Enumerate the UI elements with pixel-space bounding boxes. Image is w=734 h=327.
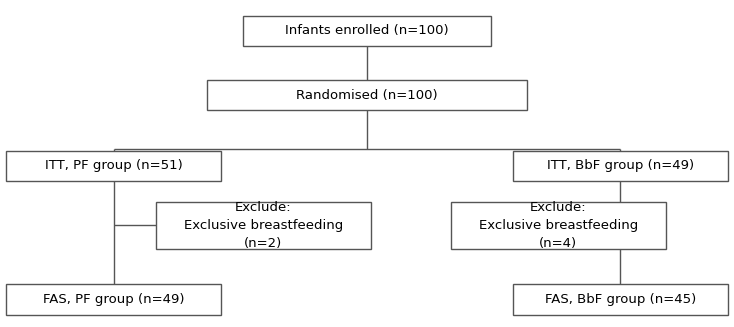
Text: Infants enrolled (n=100): Infants enrolled (n=100) [286, 25, 448, 37]
Text: ITT, BbF group (n=49): ITT, BbF group (n=49) [547, 159, 694, 172]
FancyBboxPatch shape [512, 151, 727, 181]
Text: Exclude:
Exclusive breastfeeding
(n=4): Exclude: Exclusive breastfeeding (n=4) [479, 201, 638, 250]
FancyBboxPatch shape [156, 202, 371, 249]
Text: ITT, PF group (n=51): ITT, PF group (n=51) [45, 159, 183, 172]
Text: FAS, BbF group (n=45): FAS, BbF group (n=45) [545, 293, 696, 306]
FancyBboxPatch shape [243, 16, 491, 46]
Text: Randomised (n=100): Randomised (n=100) [297, 89, 437, 102]
FancyBboxPatch shape [512, 284, 727, 315]
Text: Exclude:
Exclusive breastfeeding
(n=2): Exclude: Exclusive breastfeeding (n=2) [184, 201, 343, 250]
FancyBboxPatch shape [7, 284, 222, 315]
FancyBboxPatch shape [7, 151, 222, 181]
FancyBboxPatch shape [451, 202, 666, 249]
FancyBboxPatch shape [207, 80, 527, 111]
Text: FAS, PF group (n=49): FAS, PF group (n=49) [43, 293, 185, 306]
